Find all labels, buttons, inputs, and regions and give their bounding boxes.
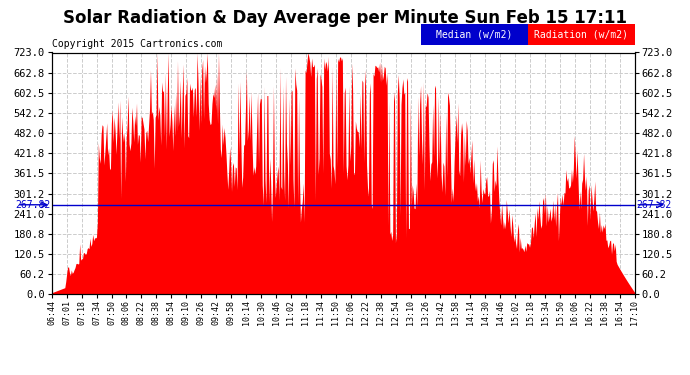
Text: Radiation (w/m2): Radiation (w/m2)	[534, 30, 629, 40]
Text: 267.82: 267.82	[15, 200, 50, 210]
Text: Median (w/m2): Median (w/m2)	[436, 30, 513, 40]
Text: Copyright 2015 Cartronics.com: Copyright 2015 Cartronics.com	[52, 39, 222, 49]
Text: Solar Radiation & Day Average per Minute Sun Feb 15 17:11: Solar Radiation & Day Average per Minute…	[63, 9, 627, 27]
Text: 267.82: 267.82	[636, 200, 671, 210]
